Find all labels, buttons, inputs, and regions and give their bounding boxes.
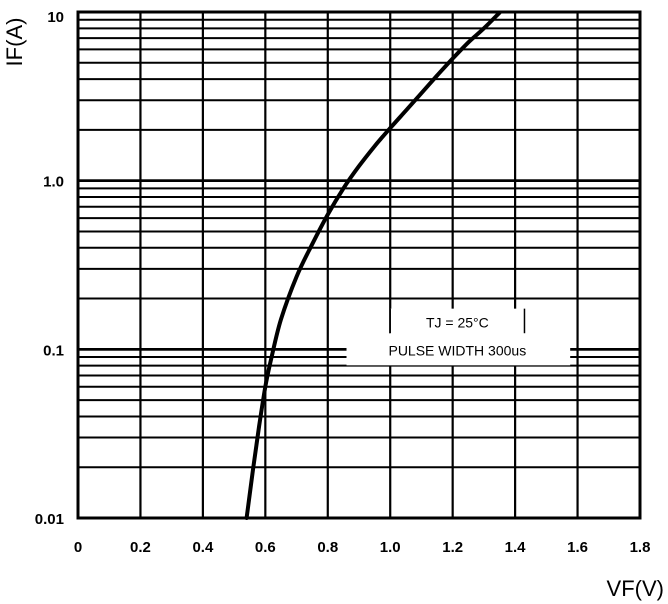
annotation-background-tj (390, 308, 525, 336)
y-axis-tick-labels: 0.01 0.1 1.0 10 (35, 9, 64, 528)
x-tick-label: 0.8 (317, 539, 338, 556)
x-tick-label: 1.0 (380, 539, 401, 556)
y-tick-label: 0.01 (35, 511, 64, 528)
plot-frame (76, 10, 642, 520)
y-tick-label: 0.1 (43, 342, 64, 359)
annotation-tj: TJ = 25°C (426, 315, 489, 331)
x-tick-label: 1.8 (630, 539, 651, 556)
forward-voltage-curve (244, 10, 502, 520)
annotation-pulse-width: PULSE WIDTH 300us (388, 342, 526, 358)
x-axis-tick-labels: 0 0.2 0.4 0.6 0.8 1.0 1.2 1.4 1.6 1.8 (74, 539, 651, 556)
x-tick-label: 1.4 (505, 539, 527, 556)
x-tick-label: 0.4 (192, 539, 214, 556)
curve-layer (244, 10, 502, 520)
y-tick-label: 10 (47, 9, 64, 26)
annotation-box: TJ = 25°C PULSE WIDTH 300us (346, 308, 571, 366)
x-tick-label: 1.2 (442, 539, 463, 556)
annotation-background-pulse (346, 333, 571, 366)
x-tick-label: 0.2 (130, 539, 151, 556)
x-tick-label: 0.6 (255, 539, 276, 556)
x-tick-label: 1.6 (567, 539, 588, 556)
x-tick-label: 0 (74, 539, 82, 556)
y-tick-label: 1.0 (43, 174, 64, 191)
plot-grid (76, 10, 642, 520)
x-axis-label: VF(V) (607, 576, 664, 601)
y-axis-label: IF(A) (2, 18, 27, 67)
